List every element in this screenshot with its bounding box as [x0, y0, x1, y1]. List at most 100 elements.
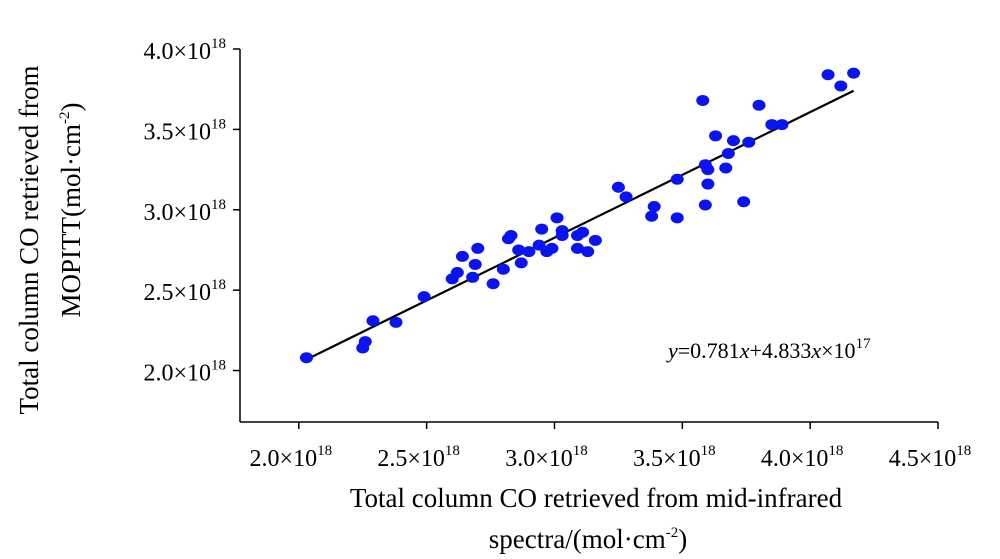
scatter-point: [696, 94, 710, 106]
y-tick-exponent: 18: [211, 277, 226, 293]
scatter-point: [701, 164, 715, 176]
equation-x-1: x: [739, 338, 750, 363]
scatter-point: [468, 258, 482, 270]
x-axis-title-unit-close: ): [678, 524, 687, 554]
scatter-point: [721, 148, 735, 160]
scatter-point: [471, 242, 485, 254]
scatter-point: [701, 178, 715, 190]
x-tick-label: 4.5×1018: [889, 443, 972, 472]
scatter-point: [834, 80, 848, 92]
scatter-point: [299, 352, 313, 364]
scatter-point: [535, 223, 549, 235]
y-tick-label: 2.5×1018: [143, 277, 226, 306]
scatter-point: [611, 181, 625, 193]
scatter-point: [645, 210, 659, 222]
x-tick-mantissa: 4.5×10: [889, 446, 957, 472]
scatter-point: [366, 315, 380, 327]
scatter-point: [742, 136, 756, 148]
scatter-point: [389, 316, 403, 328]
scatter-point: [504, 230, 518, 241]
scatter-point: [726, 135, 740, 147]
scatter-point: [775, 119, 789, 131]
axes: 2.0×1018 2.5×1018 3.0×1018 3.5×1018 4.0×1018…: [143, 36, 971, 472]
y-axis-title-line-1: Total column CO retrieved from: [14, 65, 44, 414]
x-tick-label: 2.0×1018: [250, 443, 333, 472]
scatter-point: [737, 196, 751, 208]
y-axis-title-line-2: MOPITT(mol·cm-2): [56, 103, 86, 318]
y-tick-label: 4.0×1018: [143, 36, 226, 65]
scatter-point: [847, 67, 861, 79]
y-tick-label: 3.0×1018: [143, 197, 226, 226]
x-tick-mantissa: 4.0×10: [761, 446, 829, 472]
x-tick-exponent: 18: [445, 443, 460, 459]
scatter-point: [455, 250, 469, 262]
y-tick-label: 2.0×1018: [143, 358, 226, 387]
scatter-point: [358, 336, 372, 348]
scatter-point: [719, 162, 733, 174]
scatter-point: [486, 278, 500, 290]
scatter-point: [619, 191, 633, 203]
x-tick-exponent: 18: [317, 443, 332, 459]
y-axis-title-unit-close: ): [56, 103, 86, 112]
y-tick-exponent: 18: [211, 358, 226, 374]
equation-x-2: x: [810, 338, 821, 363]
x-axis-title-unit: spectra/(mol·cm: [489, 524, 666, 554]
x-tick-mantissa: 2.5×10: [377, 446, 445, 472]
scatter-point: [514, 257, 528, 269]
scatter-point: [512, 244, 526, 256]
equation-part-3: ×10: [821, 338, 855, 363]
y-tick-mantissa: 3.5×10: [143, 119, 211, 145]
scatter-point: [466, 271, 480, 283]
x-tick-label: 4.0×1018: [761, 443, 844, 472]
scatter-point: [570, 242, 584, 254]
equation-exponent: 17: [856, 336, 872, 352]
scatter-point: [670, 212, 684, 224]
scatter-point: [752, 99, 766, 111]
scatter-point: [765, 119, 779, 131]
y-tick-exponent: 18: [211, 36, 226, 52]
scatter-point: [698, 199, 712, 211]
x-tick-exponent: 18: [701, 443, 716, 459]
scatter-point: [545, 242, 559, 254]
scatter-point: [550, 212, 564, 224]
x-tick-exponent: 18: [828, 443, 843, 459]
equation-part-1: =0.781: [678, 338, 740, 363]
x-tick-mantissa: 2.0×10: [250, 446, 318, 472]
x-tick-label: 2.5×1018: [377, 443, 460, 472]
y-axis-title-unit-exponent: -2: [57, 112, 73, 125]
x-tick-mantissa: 3.0×10: [505, 446, 573, 472]
y-tick-mantissa: 3.0×10: [143, 200, 211, 226]
x-axis-title-unit-exponent: -2: [666, 525, 679, 541]
y-tick-mantissa: 2.0×10: [143, 361, 211, 387]
equation-label: y=0.781x+4.833x×1017: [666, 336, 871, 363]
x-tick-mantissa: 3.5×10: [633, 446, 701, 472]
y-tick-mantissa: 4.0×10: [143, 39, 211, 65]
x-axis-title-line-2: spectra/(mol·cm-2): [489, 524, 687, 554]
y-tick-exponent: 18: [211, 197, 226, 213]
x-tick-exponent: 18: [956, 443, 971, 459]
scatter-point: [450, 266, 464, 278]
scatter-point: [670, 173, 684, 185]
scatter-point: [709, 130, 723, 142]
equation-y: y: [666, 338, 678, 363]
scatter-point: [576, 226, 590, 238]
scatter-point: [647, 201, 661, 213]
scatter-point: [417, 291, 431, 303]
y-tick-label: 3.5×1018: [143, 116, 226, 145]
x-tick-label: 3.5×1018: [633, 443, 716, 472]
x-tick-label: 3.0×1018: [505, 443, 588, 472]
regression-line: [305, 89, 855, 361]
x-axis-title-line-1: Total column CO retrieved from mid-infra…: [350, 483, 843, 513]
scatter-point: [522, 246, 536, 258]
scatter-point: [555, 230, 569, 241]
scatter-point: [581, 246, 595, 258]
equation-part-2: +4.833: [749, 338, 811, 363]
y-tick-mantissa: 2.5×10: [143, 280, 211, 306]
y-axis-title-unit: MOPITT(mol·cm: [56, 124, 86, 317]
chart-marks: [299, 67, 861, 364]
x-tick-exponent: 18: [573, 443, 588, 459]
y-tick-exponent: 18: [211, 116, 226, 132]
scatter-point: [821, 69, 835, 81]
scatter-point: [496, 263, 510, 275]
